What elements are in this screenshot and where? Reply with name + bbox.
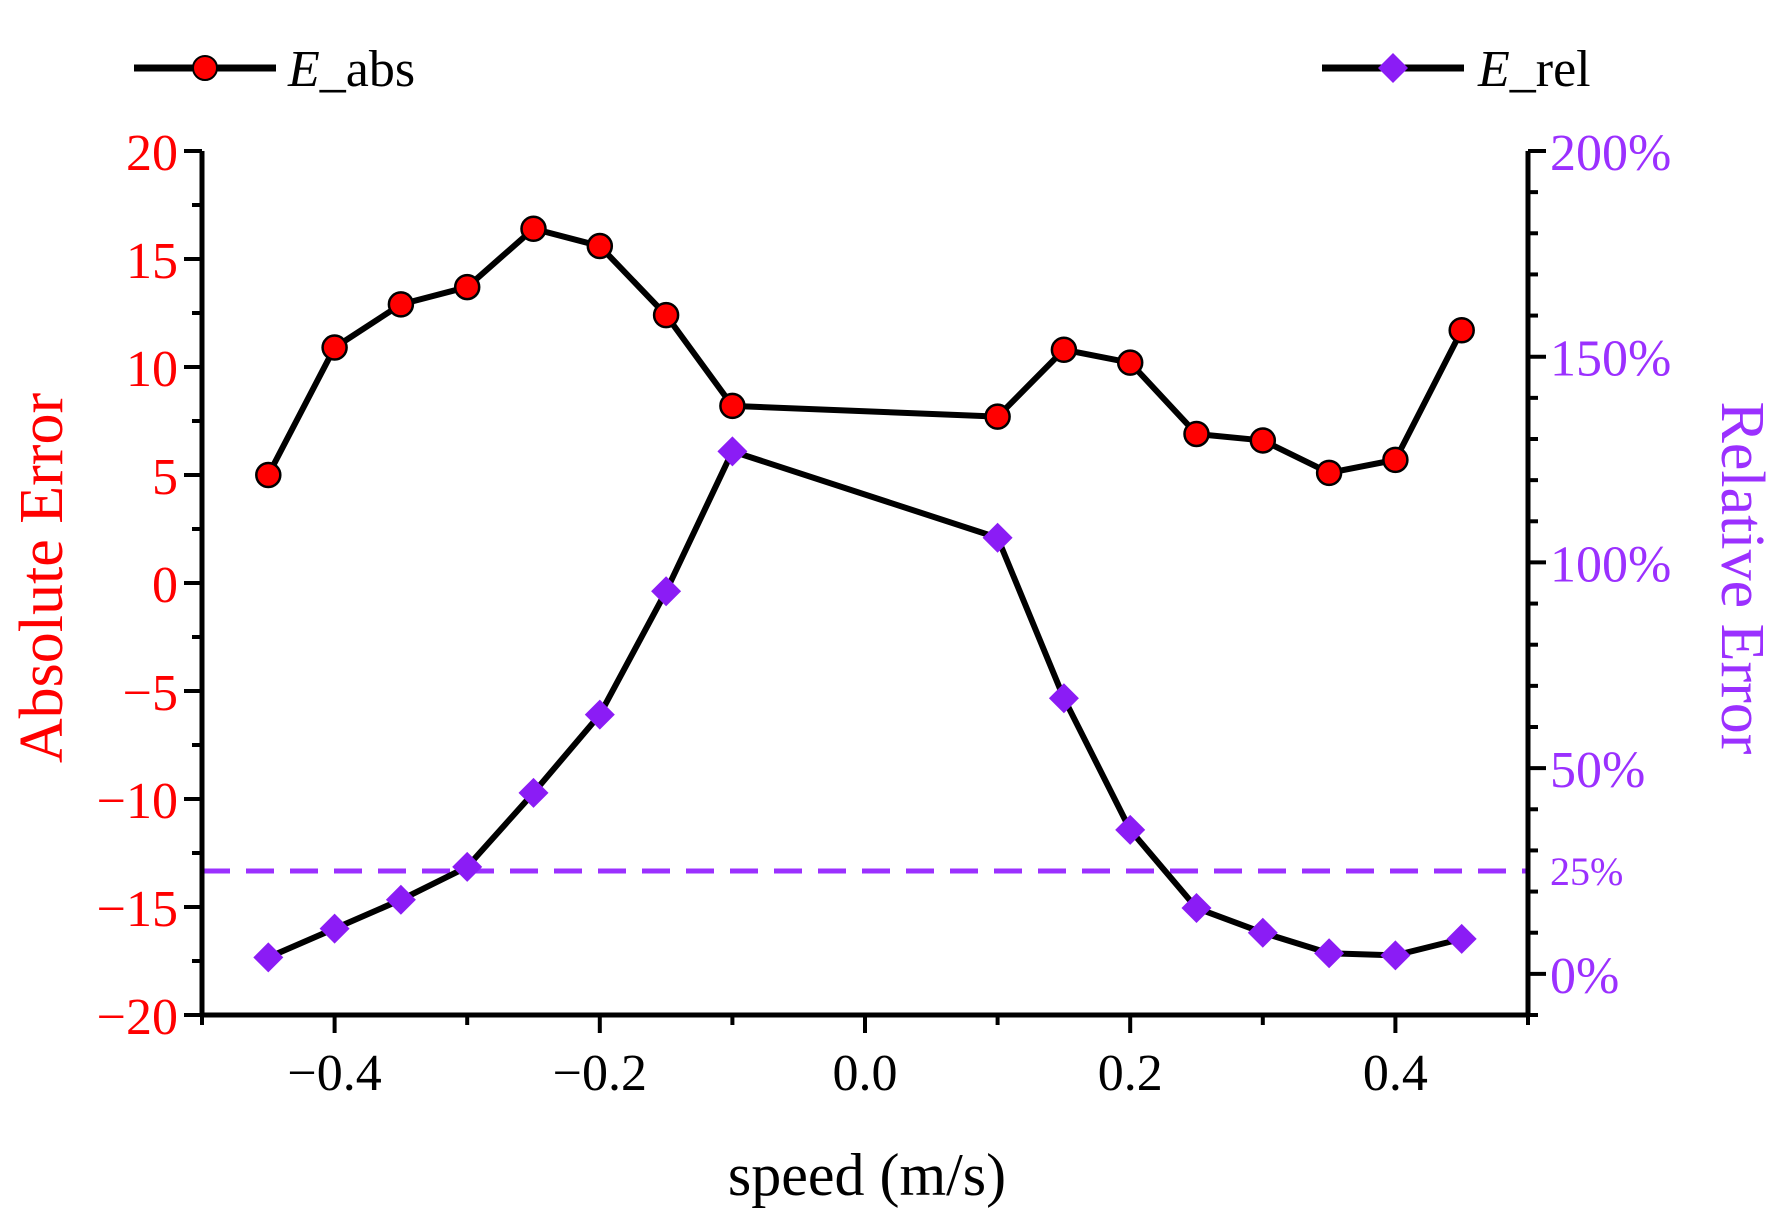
rel-data-point [717, 436, 748, 467]
y-left-tick-label: −20 [97, 989, 178, 1046]
abs-data-point [453, 273, 481, 301]
series-line-rel [267, 448, 1463, 961]
rel-data-point [584, 699, 615, 730]
abs-data-point [1315, 459, 1343, 487]
rel-data-point [452, 851, 483, 882]
y-left-tick-label: −5 [123, 665, 178, 722]
abs-data-point [586, 232, 614, 260]
abs-data-point [387, 291, 415, 318]
rel-data-point [1181, 893, 1212, 924]
axis-ticks [184, 149, 1546, 1033]
abs-data-point [1116, 349, 1144, 376]
y-left-tick-label: −15 [97, 881, 178, 938]
abs-data-point [984, 403, 1011, 430]
abs-data-point [321, 334, 348, 361]
y-right-tick-label: 150% [1550, 331, 1671, 388]
rel-data-point [1446, 923, 1477, 954]
rel-data-point [1314, 938, 1345, 969]
x-tick-label: 0.4 [1363, 1045, 1428, 1102]
y-left-tick-label: 10 [126, 341, 178, 398]
y-right-tick-label: 25% [1550, 849, 1623, 894]
rel-data-point [1115, 814, 1146, 845]
series-line-abs [265, 225, 1465, 477]
y-left-tick-label: 15 [126, 233, 178, 290]
abs-data-point [719, 392, 746, 420]
svg-text:E_abs: E_abs [287, 41, 415, 98]
abs-data-point [1448, 317, 1475, 344]
y-right-tick-label: 50% [1550, 742, 1645, 799]
abs-data-point [1249, 427, 1277, 454]
rel-data-point [319, 913, 350, 944]
right-axis-title: Relative Error [1708, 402, 1776, 755]
rel-data-point [1380, 940, 1411, 971]
legend-rel-label-italic: E [1477, 41, 1510, 98]
legend-abs-label-italic: E [287, 41, 320, 98]
legend-abs-label-suffix: _abs [319, 41, 415, 98]
rel-data-point [385, 884, 416, 915]
svg-text:E_rel: E_rel [1477, 41, 1591, 98]
legend-rel-marker [1378, 53, 1408, 83]
abs-data-point [1382, 446, 1409, 474]
y-right-tick-label: 0% [1550, 948, 1619, 1005]
legend-item-rel: E_rel [1322, 41, 1591, 98]
y-right-tick-label: 100% [1550, 536, 1671, 593]
series-lines [265, 225, 1465, 961]
abs-data-point [255, 461, 282, 489]
rel-data-point [518, 777, 549, 808]
y-left-tick-label: 0 [152, 557, 178, 614]
rel-data-point [1247, 917, 1278, 948]
rel-data-point [253, 942, 284, 973]
x-tick-label: −0.2 [553, 1045, 647, 1102]
y-left-tick-label: −10 [97, 773, 178, 830]
y-right-tick-label: 200% [1550, 125, 1671, 182]
tick-labels: −0.4 −0.2 0.0 0.2 0.4 20 15 10 5 0 −5 −10 −15 −20 200%… [97, 125, 1672, 1102]
legend-rel-label-suffix: _rel [1509, 41, 1591, 98]
x-tick-label: 0.2 [1098, 1045, 1163, 1102]
axes-frame [199, 151, 1531, 1018]
y-left-tick-label: 5 [152, 449, 178, 506]
rel-data-point [651, 576, 682, 607]
x-tick-label: 0.0 [833, 1045, 898, 1102]
x-tick-label: −0.4 [287, 1045, 381, 1102]
legend: E_abs E_rel [134, 41, 1591, 98]
x-axis-title: speed (m/s) [728, 1142, 1006, 1208]
legend-abs-marker [192, 55, 218, 81]
rel-data-point [1048, 683, 1079, 714]
rel-data-point [982, 522, 1013, 553]
abs-data-point [1183, 420, 1210, 448]
abs-data-point [1050, 336, 1078, 363]
legend-item-abs: E_abs [134, 41, 415, 98]
y-left-tick-label: 20 [126, 125, 178, 182]
abs-data-point [520, 215, 547, 243]
left-axis-title: Absolute Error [8, 393, 76, 764]
abs-data-point [652, 301, 680, 329]
series-markers [253, 215, 1477, 973]
